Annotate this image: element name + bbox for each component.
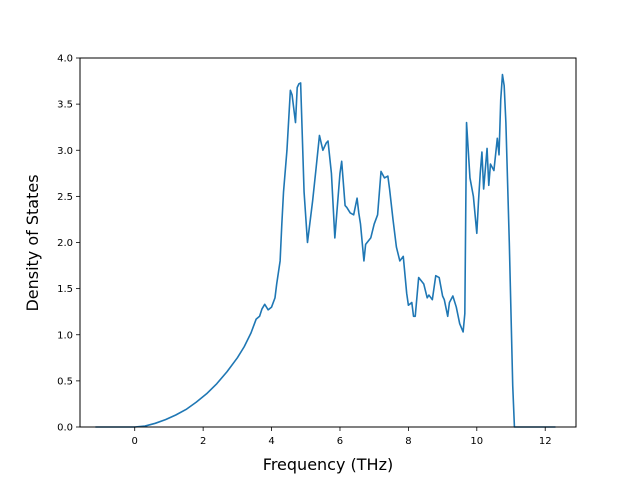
x-tick-label: 0 bbox=[132, 436, 138, 447]
x-tick-label: 2 bbox=[200, 436, 206, 447]
y-axis-label: Density of States bbox=[23, 174, 42, 311]
x-tick-label: 10 bbox=[470, 436, 483, 447]
x-tick-label: 6 bbox=[337, 436, 343, 447]
x-tick-label: 8 bbox=[405, 436, 411, 447]
y-tick-label: 1.0 bbox=[57, 330, 73, 341]
y-tick-label: 0.0 bbox=[57, 423, 73, 434]
dos-series-line bbox=[95, 73, 556, 428]
y-axis: 0.0 0.5 1.0 1.5 2.0 2.5 3.0 3.5 4.0 bbox=[57, 54, 80, 434]
y-tick-label: 1.5 bbox=[57, 284, 73, 295]
y-tick-label: 2.5 bbox=[57, 192, 73, 203]
y-tick-label: 4.0 bbox=[57, 54, 73, 65]
x-axis: 0 2 4 6 8 10 12 bbox=[132, 427, 552, 447]
y-tick-label: 3.0 bbox=[57, 146, 73, 157]
y-tick-label: 0.5 bbox=[57, 376, 73, 387]
x-axis-label: Frequency (THz) bbox=[263, 455, 393, 474]
y-tick-label: 2.0 bbox=[57, 238, 73, 249]
y-tick-label: 3.5 bbox=[57, 100, 73, 111]
x-tick-label: 4 bbox=[268, 436, 274, 447]
x-tick-label: 12 bbox=[539, 436, 552, 447]
